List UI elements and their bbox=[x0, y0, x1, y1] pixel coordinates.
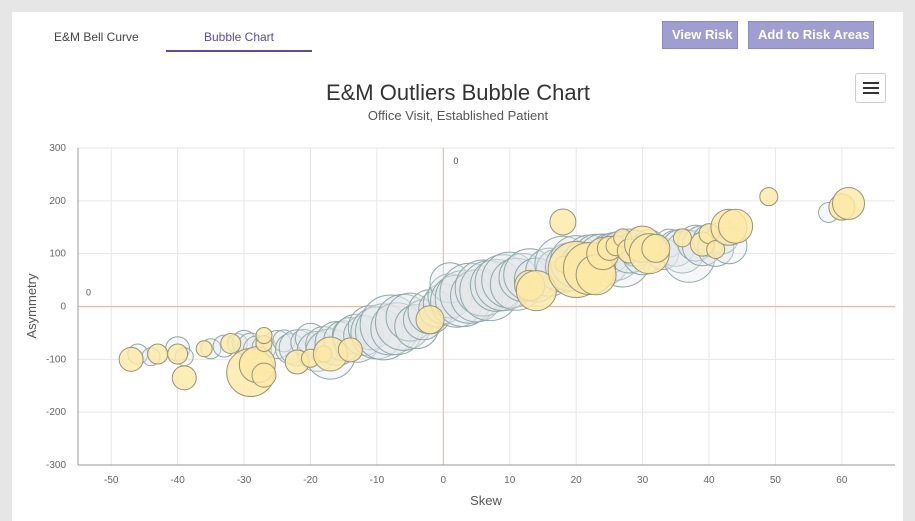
outlier-bubble-point bbox=[718, 208, 754, 244]
y-tick-label: -200 bbox=[46, 407, 66, 418]
outlier-bubble-point bbox=[515, 270, 557, 312]
bubble-layer bbox=[118, 186, 866, 398]
outlier-bubble-point bbox=[759, 187, 779, 207]
x-tick-label: 30 bbox=[637, 475, 649, 486]
horizontal-zero-label: 0 bbox=[86, 288, 91, 298]
outlier-bubble-point bbox=[337, 337, 363, 363]
y-axis-title: Asymmetry bbox=[24, 273, 39, 339]
x-tick-label: -20 bbox=[303, 475, 318, 486]
view-risk-button[interactable]: View Risk bbox=[662, 21, 738, 49]
bubble-point bbox=[434, 270, 492, 328]
outlier-bubble-point bbox=[706, 239, 726, 259]
tab-bell-curve[interactable]: E&M Bell Curve bbox=[54, 30, 139, 44]
y-tick-label: 200 bbox=[49, 196, 66, 207]
x-tick-label: 50 bbox=[770, 475, 782, 486]
tab-bubble-chart[interactable]: Bubble Chart bbox=[166, 26, 312, 52]
outlier-bubble-point bbox=[147, 343, 169, 365]
outlier-bubble-point bbox=[171, 365, 197, 391]
x-tick-label: 60 bbox=[836, 475, 848, 486]
bubble-point bbox=[272, 329, 296, 353]
outlier-bubble-point bbox=[641, 233, 671, 263]
y-tick-label: 0 bbox=[60, 302, 66, 313]
chart-subtitle: Office Visit, Established Patient bbox=[368, 108, 549, 123]
chart-axes: -50 -40 -30 -20 -10 0 10 20 30 40 50 60-300-200-100… bbox=[46, 143, 895, 486]
outlier-bubble-point bbox=[118, 346, 144, 372]
bubble-chart: E&M Outliers Bubble Chart Office Visit, … bbox=[24, 80, 895, 508]
outlier-bubble-point bbox=[832, 186, 866, 220]
x-tick-label: -50 bbox=[104, 475, 119, 486]
outlier-bubble-point bbox=[167, 343, 189, 365]
outlier-bubble-point bbox=[672, 228, 692, 248]
y-tick-label: -300 bbox=[46, 460, 66, 471]
x-tick-label: -10 bbox=[370, 475, 385, 486]
chart-card: E&M Bell Curve Bubble Chart View Risk Ad… bbox=[12, 12, 903, 521]
y-tick-label: -100 bbox=[46, 354, 66, 365]
outlier-bubble-point bbox=[549, 208, 577, 236]
outlier-bubble-point bbox=[251, 362, 277, 388]
x-tick-label: -30 bbox=[237, 475, 252, 486]
y-tick-label: 300 bbox=[49, 143, 66, 154]
y-tick-label: 100 bbox=[49, 249, 66, 260]
x-tick-label: 40 bbox=[703, 475, 715, 486]
x-tick-label: 10 bbox=[504, 475, 516, 486]
x-tick-label: 0 bbox=[441, 475, 447, 486]
add-to-risk-areas-button[interactable]: Add to Risk Areas bbox=[748, 21, 874, 49]
vertical-zero-label: 0 bbox=[453, 156, 458, 166]
x-tick-label: 20 bbox=[571, 475, 583, 486]
outlier-bubble-point bbox=[220, 332, 242, 354]
outlier-bubble-point bbox=[415, 305, 445, 335]
chart-title: E&M Outliers Bubble Chart bbox=[326, 80, 590, 105]
bubble-point bbox=[450, 269, 504, 323]
outlier-bubble-point bbox=[255, 327, 273, 345]
x-tick-label: -40 bbox=[170, 475, 185, 486]
bubble-point bbox=[355, 303, 413, 361]
x-axis-title: Skew bbox=[470, 493, 502, 508]
outlier-bubble-point bbox=[195, 340, 213, 358]
chart-menu-button[interactable] bbox=[855, 73, 886, 103]
